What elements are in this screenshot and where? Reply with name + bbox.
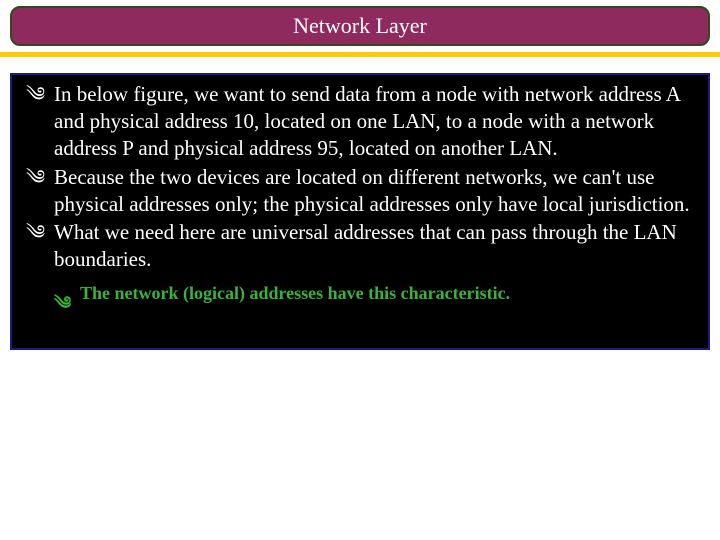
slide: Network Layer ༄ In below figure, we want…: [0, 0, 720, 540]
title-band: Network Layer: [10, 6, 710, 46]
sub-bullet-text: The network (logical) addresses have thi…: [80, 283, 694, 304]
bullet-icon: ༄: [54, 283, 80, 334]
bullet-text: What we need here are universal addresse…: [54, 219, 694, 273]
sub-bullet-item: ༄ The network (logical) addresses have t…: [54, 283, 694, 334]
divider-rule: [0, 52, 720, 57]
bullet-item: ༄ Because the two devices are located on…: [26, 164, 694, 218]
bullet-item: ༄ What we need here are universal addres…: [26, 219, 694, 273]
bullet-icon: ༄: [26, 81, 54, 109]
slide-title: Network Layer: [293, 13, 427, 39]
bullet-icon: ༄: [26, 219, 54, 247]
bullet-item: ༄ In below figure, we want to send data …: [26, 81, 694, 162]
bullet-text: Because the two devices are located on d…: [54, 164, 694, 218]
bullet-text: In below figure, we want to send data fr…: [54, 81, 694, 162]
bullet-icon: ༄: [26, 164, 54, 192]
content-box: ༄ In below figure, we want to send data …: [10, 73, 710, 350]
